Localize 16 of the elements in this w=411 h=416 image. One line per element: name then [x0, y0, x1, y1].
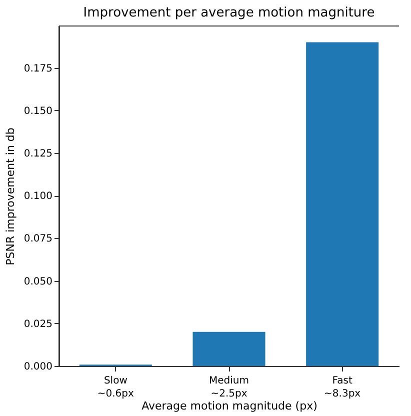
- y-tick-label: 0.025: [24, 318, 52, 330]
- y-tick-label: 0.125: [24, 148, 52, 160]
- y-tick-label: 0.000: [24, 362, 52, 372]
- x-tick-label: Slow ~0.6px: [97, 376, 134, 400]
- x-axis-title: Average motion magnitude (px): [142, 400, 318, 412]
- bar: [192, 332, 266, 366]
- bar: [306, 42, 379, 366]
- y-tick-label: 0.050: [24, 276, 52, 288]
- y-tick-label: 0.150: [24, 106, 52, 117]
- y-tick-label: 0.175: [24, 63, 52, 74]
- x-tick-label: Medium ~2.5px: [209, 376, 249, 400]
- y-axis-title: PSNR improvement in db: [4, 128, 17, 266]
- chart-title: Improvement per average motion magniture: [83, 6, 375, 20]
- y-tick-label: 0.075: [24, 234, 52, 245]
- y-tick-label: 0.100: [24, 191, 52, 202]
- x-tick-label: Fast ~8.3px: [324, 376, 361, 400]
